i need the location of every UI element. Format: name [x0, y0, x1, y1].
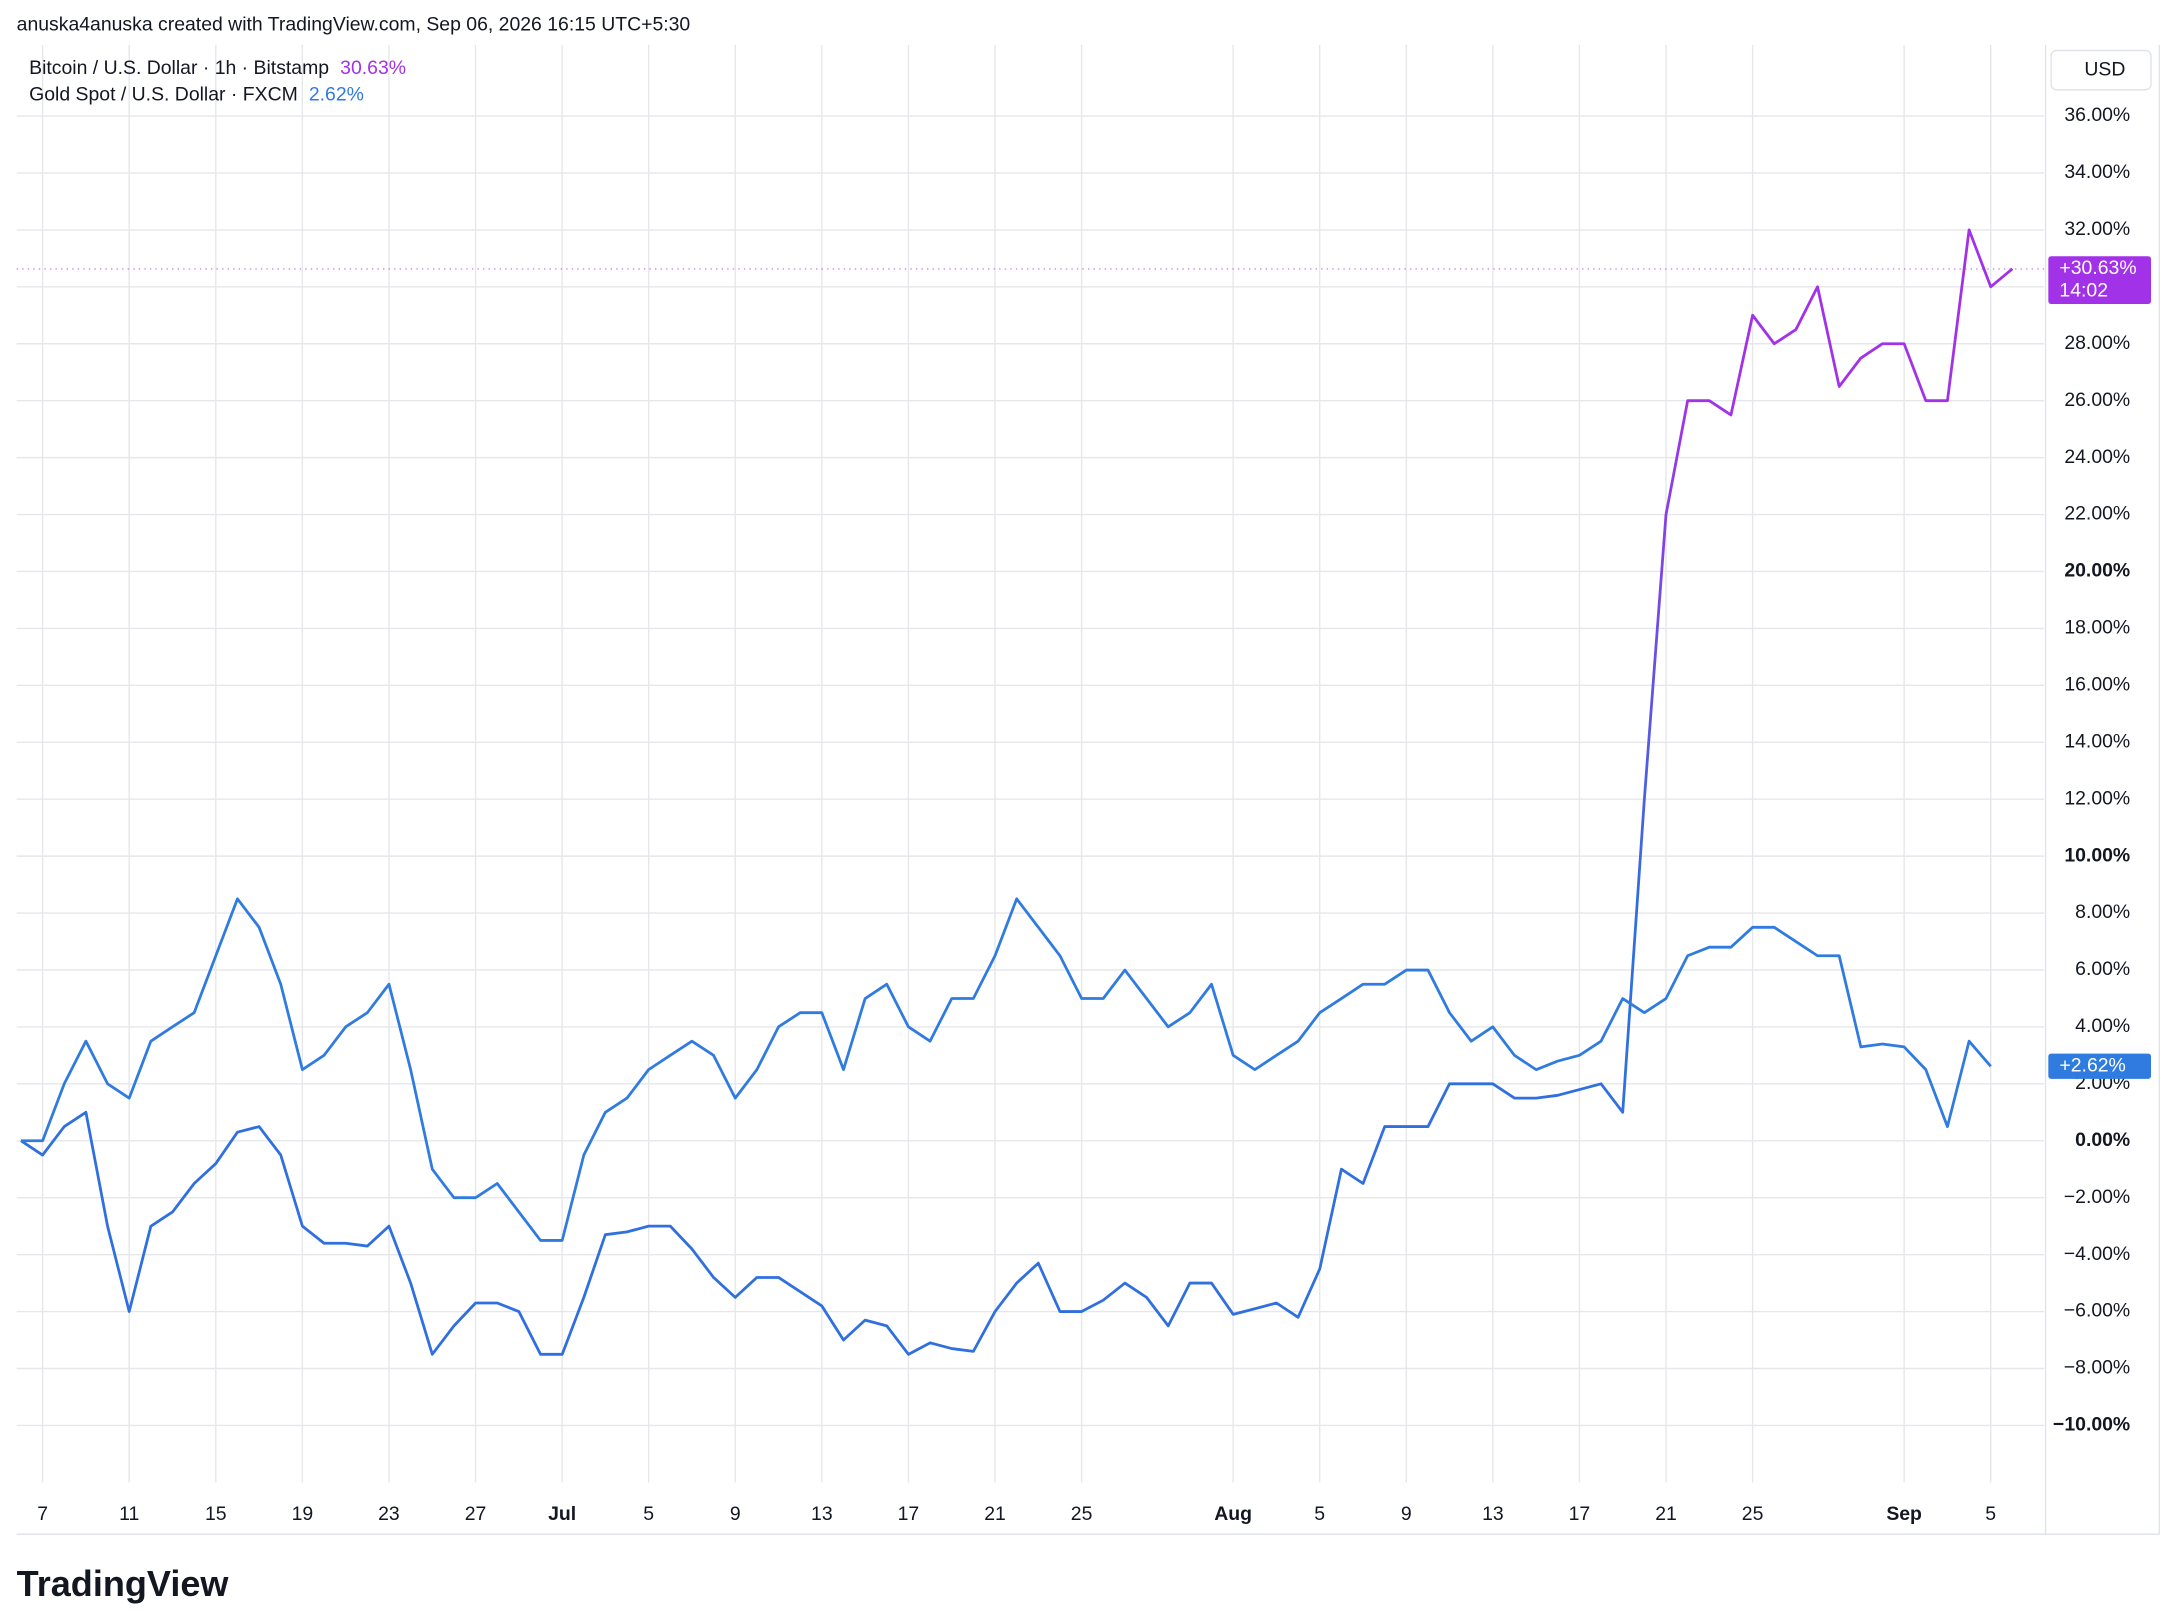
- y-tick-label: 34.00%: [2064, 161, 2130, 183]
- y-tick-label: 12.00%: [2064, 787, 2130, 809]
- x-tick-label: 25: [1742, 1503, 1764, 1525]
- legend-name: Bitcoin / U.S. Dollar · 1h · Bitstamp: [29, 57, 329, 79]
- y-tick-label: −4.00%: [2064, 1243, 2130, 1265]
- legend-value: 2.62%: [309, 83, 364, 105]
- y-tick-label: 0.00%: [2075, 1129, 2130, 1151]
- y-tick-label: −10.00%: [2053, 1414, 2130, 1436]
- y-tick-label: 36.00%: [2064, 104, 2130, 126]
- x-tick-label: 21: [1655, 1503, 1677, 1525]
- x-tick-label: 19: [292, 1503, 314, 1525]
- x-tick-label: 7: [37, 1503, 48, 1525]
- price-badge: [2048, 1053, 2152, 1079]
- x-tick-label: 5: [1314, 1503, 1325, 1525]
- y-tick-label: 26.00%: [2064, 389, 2130, 411]
- x-tick-label: 5: [1985, 1503, 1996, 1525]
- price-badge-label: +30.63%: [2059, 257, 2136, 279]
- x-tick-label: 27: [465, 1503, 487, 1525]
- y-tick-label: 28.00%: [2064, 332, 2130, 354]
- y-tick-label: 4.00%: [2075, 1015, 2130, 1037]
- legend-name: Gold Spot / U.S. Dollar · FXCM: [29, 83, 298, 105]
- legend-value: 30.63%: [340, 57, 406, 79]
- x-tick-label: 23: [378, 1503, 400, 1525]
- series-line: [20, 897, 1992, 1242]
- y-tick-label: −8.00%: [2064, 1357, 2130, 1379]
- x-tick-label: 15: [205, 1503, 227, 1525]
- y-tick-label: 24.00%: [2064, 446, 2130, 468]
- currency-box[interactable]: [2050, 49, 2152, 91]
- y-tick-label: 32.00%: [2064, 218, 2130, 240]
- x-tick-label: Aug: [1214, 1503, 1252, 1525]
- header: anuska4anuska created with TradingView.c…: [17, 13, 691, 35]
- currency: USD: [2084, 58, 2125, 80]
- x-tick-label: 5: [643, 1503, 654, 1525]
- y-tick-label: 20.00%: [2064, 560, 2130, 582]
- x-tick-label: 13: [811, 1503, 833, 1525]
- y-tick-label: 18.00%: [2064, 617, 2130, 639]
- x-tick-label: Sep: [1886, 1503, 1922, 1525]
- y-tick-label: 10.00%: [2064, 844, 2130, 866]
- y-tick-label: −2.00%: [2064, 1186, 2130, 1208]
- price-badge: [2048, 256, 2152, 304]
- x-tick-label: 17: [898, 1503, 920, 1525]
- y-tick-label: 16.00%: [2064, 673, 2130, 695]
- price-badge-label: +2.62%: [2059, 1054, 2125, 1076]
- x-tick-label: 11: [119, 1503, 139, 1525]
- y-tick-label: 22.00%: [2064, 503, 2130, 525]
- x-tick-label: 21: [984, 1503, 1006, 1525]
- countdown: 14:02: [2059, 279, 2108, 301]
- x-tick-label: Jul: [548, 1503, 576, 1525]
- x-tick-label: 17: [1569, 1503, 1591, 1525]
- x-tick-label: 25: [1071, 1503, 1093, 1525]
- footer-logo: TradingView: [17, 1563, 230, 1604]
- y-tick-label: 14.00%: [2064, 730, 2130, 752]
- x-tick-label: 13: [1482, 1503, 1504, 1525]
- y-tick-label: 6.00%: [2075, 958, 2130, 980]
- x-tick-label: 9: [730, 1503, 741, 1525]
- y-tick-label: 8.00%: [2075, 901, 2130, 923]
- x-tick-label: 9: [1401, 1503, 1412, 1525]
- series-line: [20, 228, 2014, 1356]
- y-tick-label: −6.00%: [2064, 1300, 2130, 1322]
